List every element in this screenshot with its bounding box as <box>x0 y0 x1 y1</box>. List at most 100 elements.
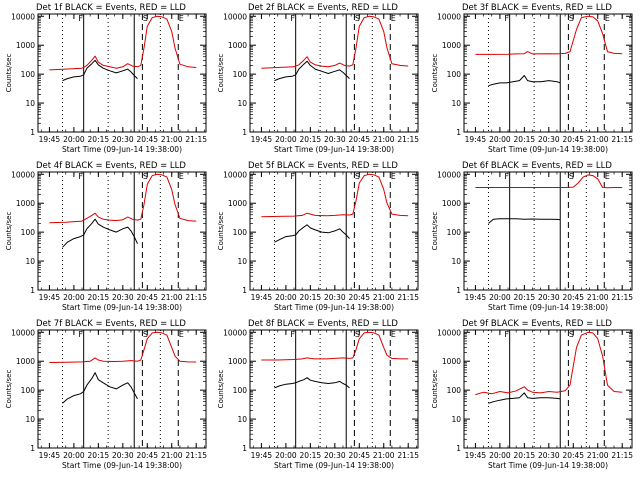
plot-frame <box>249 171 419 291</box>
y-tick-label: 1000 <box>16 199 35 208</box>
y-tick-label: 10 <box>237 415 247 424</box>
y-tick-label: 10000 <box>437 170 461 179</box>
x-tick-label: 20:30 <box>538 135 560 144</box>
series-line-events <box>274 377 350 389</box>
x-tick-label: 20:00 <box>275 293 297 302</box>
x-tick-label: 20:15 <box>300 135 322 144</box>
y-axis-label: Counts/sec <box>431 212 439 251</box>
x-tick-label: 21:15 <box>397 451 419 460</box>
series-line-events <box>62 59 138 82</box>
x-tick-label: 21:00 <box>587 293 609 302</box>
flare-marker-label: E <box>605 14 610 23</box>
x-tick-label: 20:30 <box>324 135 346 144</box>
x-tick-label: 19:45 <box>251 135 273 144</box>
y-tick-label: 1 <box>30 128 35 137</box>
panel-title: Det 4f BLACK = Events, RED = LLD <box>36 161 186 171</box>
x-tick-label: 20:30 <box>324 293 346 302</box>
x-tick-label: 21:00 <box>161 451 183 460</box>
y-tick-label: 1 <box>242 128 247 137</box>
series-line-lld <box>261 173 409 218</box>
plot-frame <box>249 329 419 449</box>
y-tick-label: 1000 <box>16 41 35 50</box>
x-tick-label: 20:45 <box>562 293 584 302</box>
x-tick-label: 19:45 <box>465 135 487 144</box>
panel-title: Det 5f BLACK = Events, RED = LLD <box>248 161 398 171</box>
flare-marker-label: F <box>78 172 83 181</box>
detector-panel: 1 10 100 1000 10000 19:45 20:00 20:15 20:30 20:45… <box>217 319 419 470</box>
flare-marker-label: F <box>290 14 295 23</box>
x-tick-label: 21:00 <box>587 135 609 144</box>
y-tick-label: 1000 <box>228 41 247 50</box>
x-tick-label: 21:15 <box>397 293 419 302</box>
x-tick-label: 19:45 <box>39 451 61 460</box>
detector-panel: 1 10 100 1000 10000 19:45 20:00 20:15 20:30 20:45… <box>431 3 633 154</box>
y-tick-label: 1 <box>456 444 461 453</box>
x-tick-label: 20:00 <box>489 135 511 144</box>
y-tick-label: 1 <box>456 286 461 295</box>
flare-marker-label: S <box>569 14 574 23</box>
y-tick-label: 100 <box>21 386 36 395</box>
x-tick-label: 21:00 <box>161 135 183 144</box>
flare-marker-label: E <box>391 330 396 339</box>
y-tick-label: 10000 <box>223 12 247 21</box>
y-tick-label: 1000 <box>442 357 461 366</box>
plot-frame <box>249 13 419 133</box>
flare-marker-label: S <box>355 330 360 339</box>
detector-panel: 1 10 100 1000 10000 19:45 20:00 20:15 20:30 20:45… <box>217 161 419 312</box>
y-tick-label: 100 <box>21 70 36 79</box>
x-tick-label: 21:15 <box>611 135 633 144</box>
x-tick-label: 20:45 <box>348 293 370 302</box>
y-tick-label: 10000 <box>437 12 461 21</box>
x-tick-label: 19:45 <box>251 293 273 302</box>
x-tick-label: 19:45 <box>251 451 273 460</box>
series-line-lld <box>261 331 409 361</box>
y-tick-label: 10000 <box>437 328 461 337</box>
y-tick-label: 100 <box>233 228 248 237</box>
flare-marker-label: F <box>78 330 83 339</box>
x-tick-label: 20:45 <box>136 293 158 302</box>
flare-marker-label: F <box>78 14 83 23</box>
y-tick-label: 100 <box>233 386 248 395</box>
x-axis-label: Start Time (09-Jun-14 19:38:00) <box>274 461 394 470</box>
y-tick-label: 10 <box>237 257 247 266</box>
y-tick-label: 100 <box>447 386 462 395</box>
y-tick-label: 10000 <box>11 328 35 337</box>
plot-frame <box>37 171 207 291</box>
y-axis-label: Counts/sec <box>217 370 225 409</box>
x-tick-label: 20:30 <box>112 135 134 144</box>
flare-marker-label: S <box>143 330 148 339</box>
panel-title: Det 1f BLACK = Events, RED = LLD <box>36 3 186 13</box>
x-tick-label: 20:00 <box>63 293 85 302</box>
series-line-lld <box>49 173 197 224</box>
panel-title: Det 9f BLACK = Events, RED = LLD <box>462 319 612 329</box>
series-line-events <box>488 218 561 224</box>
panel-title: Det 3f BLACK = Events, RED = LLD <box>462 3 612 13</box>
y-tick-label: 1000 <box>442 41 461 50</box>
x-tick-label: 20:15 <box>88 451 110 460</box>
flare-marker-label: S <box>569 330 574 339</box>
x-tick-label: 20:15 <box>88 293 110 302</box>
y-tick-label: 10000 <box>223 328 247 337</box>
panel-title: Det 7f BLACK = Events, RED = LLD <box>36 319 186 329</box>
x-tick-label: 20:30 <box>538 451 560 460</box>
x-tick-label: 21:15 <box>185 293 207 302</box>
series-line-lld <box>475 331 623 396</box>
y-tick-label: 100 <box>447 70 462 79</box>
x-tick-label: 20:00 <box>63 135 85 144</box>
x-tick-label: 20:15 <box>514 135 536 144</box>
x-axis-label: Start Time (09-Jun-14 19:38:00) <box>62 461 182 470</box>
y-axis-label: Counts/sec <box>5 212 13 251</box>
x-tick-label: 20:15 <box>300 293 322 302</box>
y-tick-label: 10 <box>25 415 35 424</box>
x-axis-label: Start Time (09-Jun-14 19:38:00) <box>274 145 394 154</box>
y-axis-label: Counts/sec <box>431 54 439 93</box>
flare-marker-label: E <box>605 172 610 181</box>
y-axis-label: Counts/sec <box>431 370 439 409</box>
detector-panel: 1 10 100 1000 10000 19:45 20:00 20:15 20:30 20:45… <box>217 3 419 154</box>
y-axis-label: Counts/sec <box>217 212 225 251</box>
plot-frame <box>37 329 207 449</box>
series-line-lld <box>475 15 623 55</box>
x-axis-label: Start Time (09-Jun-14 19:38:00) <box>62 303 182 312</box>
y-axis-label: Counts/sec <box>217 54 225 93</box>
